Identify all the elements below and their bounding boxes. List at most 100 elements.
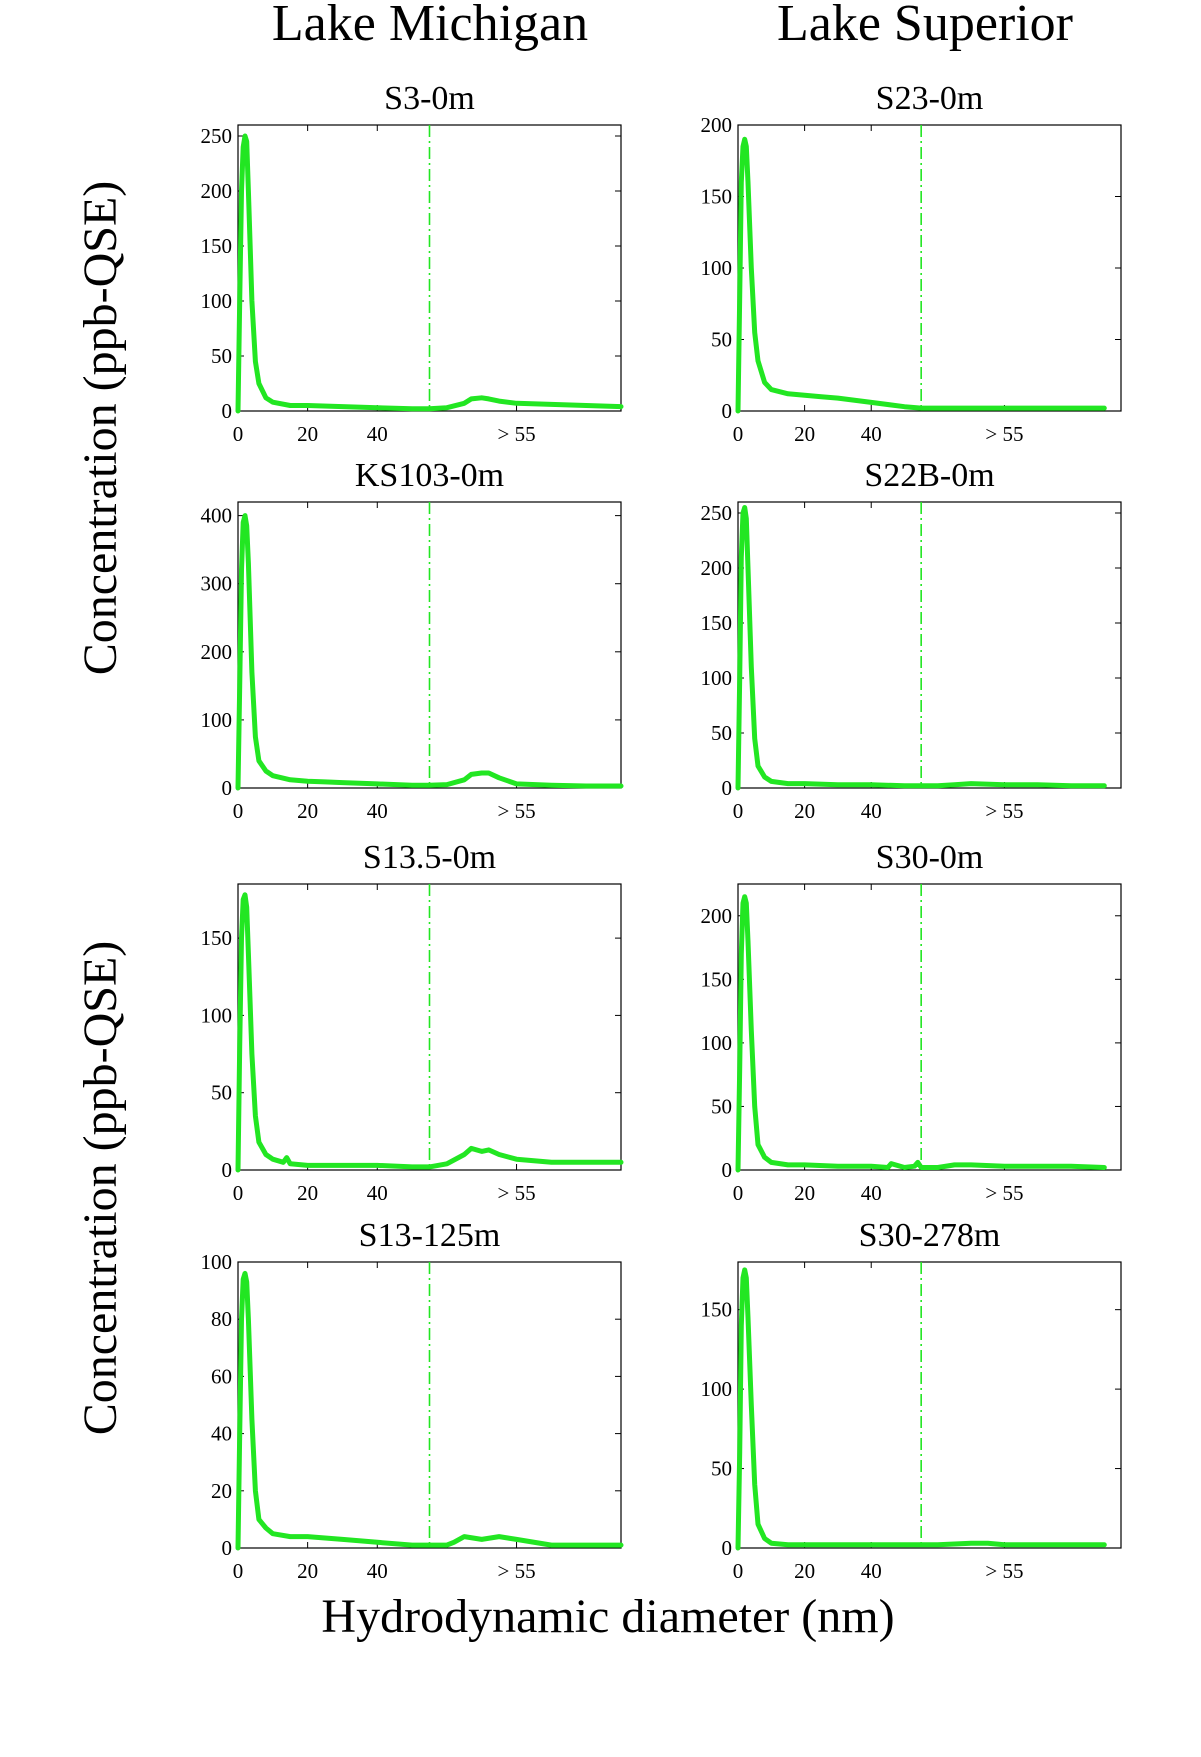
x-tick-label-over-55: > 55 — [497, 1559, 535, 1583]
y-tick-label: 200 — [701, 904, 733, 928]
y-tick-label: 150 — [701, 967, 733, 991]
y-tick-label: 0 — [222, 776, 233, 800]
y-tick-label: 0 — [222, 399, 233, 423]
panel-ks103-0m: KS103-0m 0 100 200 300 400 0 20 40 > 55 — [201, 457, 624, 823]
x-tick-label: 40 — [367, 799, 388, 823]
x-tick-label: 20 — [297, 1559, 318, 1583]
y-tick-label: 150 — [201, 926, 233, 950]
y-tick-label: 0 — [722, 1536, 733, 1560]
y-tick-label: 150 — [701, 1298, 733, 1322]
concentration-line — [735, 894, 1107, 1173]
x-tick-label: 0 — [733, 799, 744, 823]
x-tick-label-over-55: > 55 — [985, 1559, 1023, 1583]
panel-s23-0m: S23-0m 0 50 100 150 200 0 20 40 > 55 — [701, 80, 1122, 446]
y-tick-label: 150 — [201, 234, 233, 258]
panel-s13-125m: S13-125m 0 20 40 60 80 100 0 20 40 > 55 — [201, 1217, 624, 1583]
panel-title: S30-278m — [859, 1217, 1001, 1254]
y-tick-label: 0 — [722, 1158, 733, 1182]
y-tick-label: 250 — [201, 124, 233, 148]
panel-title: S3-0m — [384, 80, 475, 117]
y-tick-label: 100 — [201, 1003, 233, 1027]
y-tick-label: 0 — [222, 1158, 233, 1182]
x-tick-label: 20 — [794, 1181, 815, 1205]
panel-title: S22B-0m — [864, 457, 994, 494]
y-tick-label: 100 — [701, 1377, 733, 1401]
panel-s30-278m: S30-278m 0 50 100 150 0 20 40 > 55 — [701, 1217, 1122, 1583]
y-tick-label: 150 — [701, 185, 733, 209]
x-tick-label: 40 — [367, 1181, 388, 1205]
x-tick-label-over-55: > 55 — [985, 799, 1023, 823]
y-tick-label: 50 — [711, 328, 732, 352]
concentration-line — [735, 1267, 1107, 1551]
x-axis-label: Hydrodynamic diameter (nm) — [321, 1590, 894, 1643]
x-tick-label: 0 — [233, 422, 244, 446]
x-tick-label: 20 — [297, 799, 318, 823]
y-tick-label: 0 — [722, 776, 733, 800]
y-tick-label: 200 — [701, 556, 733, 580]
x-tick-label: 0 — [733, 1181, 744, 1205]
y-tick-label: 100 — [701, 256, 733, 280]
y-tick-label: 20 — [211, 1479, 232, 1503]
column-title-lake-michigan: Lake Michigan — [272, 0, 588, 52]
y-tick-label: 0 — [722, 399, 733, 423]
y-tick-label: 50 — [711, 1094, 732, 1118]
panel-s22b-0m: S22B-0m 0 50 100 150 200 250 0 20 40 > 55 — [701, 457, 1122, 823]
axes-frame — [737, 501, 1122, 789]
x-tick-label: 20 — [794, 799, 815, 823]
x-tick-label-over-55: > 55 — [497, 799, 535, 823]
y-tick-label: 40 — [211, 1422, 232, 1446]
y-tick-label: 100 — [201, 289, 233, 313]
concentration-line — [735, 136, 1107, 414]
panel-title: KS103-0m — [355, 457, 504, 494]
y-tick-label: 100 — [701, 666, 733, 690]
concentration-line — [235, 513, 624, 791]
axes-frame — [737, 883, 1122, 1171]
y-tick-label: 100 — [701, 1031, 733, 1055]
y-tick-label: 50 — [211, 344, 232, 368]
x-tick-label: 20 — [297, 422, 318, 446]
x-tick-label: 20 — [794, 1559, 815, 1583]
y-tick-label: 200 — [201, 179, 233, 203]
y-tick-label: 60 — [211, 1364, 232, 1388]
y-tick-label: 100 — [201, 1250, 233, 1274]
y-tick-label: 200 — [701, 113, 733, 137]
axes-frame — [737, 124, 1122, 412]
x-tick-label: 20 — [297, 1181, 318, 1205]
panel-s3-0m: S3-0m 0 50 100 150 200 250 0 20 40 > 55 — [201, 80, 624, 446]
x-tick-label: 40 — [367, 422, 388, 446]
x-tick-label: 0 — [233, 1559, 244, 1583]
panel-title: S13.5-0m — [363, 839, 496, 876]
column-title-lake-superior: Lake Superior — [777, 0, 1073, 52]
panel-s13-5-0m: S13.5-0m 0 50 100 150 0 20 40 > 55 — [201, 839, 624, 1205]
concentration-line — [735, 505, 1107, 791]
y-tick-label: 400 — [201, 504, 233, 528]
y-tick-label: 0 — [222, 1536, 233, 1560]
y-tick-label: 50 — [711, 721, 732, 745]
x-tick-label: 40 — [861, 1181, 882, 1205]
y-tick-label: 50 — [711, 1457, 732, 1481]
y-tick-label: 50 — [211, 1081, 232, 1105]
concentration-line — [235, 892, 624, 1173]
x-tick-label: 40 — [861, 799, 882, 823]
y-tick-label: 300 — [201, 572, 233, 596]
x-tick-label-over-55: > 55 — [497, 422, 535, 446]
x-tick-label: 0 — [233, 1181, 244, 1205]
x-tick-label: 40 — [367, 1559, 388, 1583]
panel-title: S23-0m — [876, 80, 984, 117]
x-tick-label: 20 — [794, 422, 815, 446]
y-axis-label-bottom: Concentration (ppb-QSE) — [74, 941, 127, 1436]
panel-title: S13-125m — [359, 1217, 501, 1254]
axes-frame — [737, 1261, 1122, 1549]
y-tick-label: 200 — [201, 640, 233, 664]
x-tick-label-over-55: > 55 — [497, 1181, 535, 1205]
y-tick-label: 100 — [201, 708, 233, 732]
x-tick-label: 0 — [733, 1559, 744, 1583]
panel-title: S30-0m — [876, 839, 984, 876]
panel-s30-0m: S30-0m 0 50 100 150 200 0 20 40 > 55 — [701, 839, 1122, 1205]
x-tick-label: 40 — [861, 422, 882, 446]
x-tick-label: 0 — [233, 799, 244, 823]
concentration-line — [235, 133, 624, 414]
x-tick-label-over-55: > 55 — [985, 422, 1023, 446]
y-tick-label: 250 — [701, 501, 733, 525]
